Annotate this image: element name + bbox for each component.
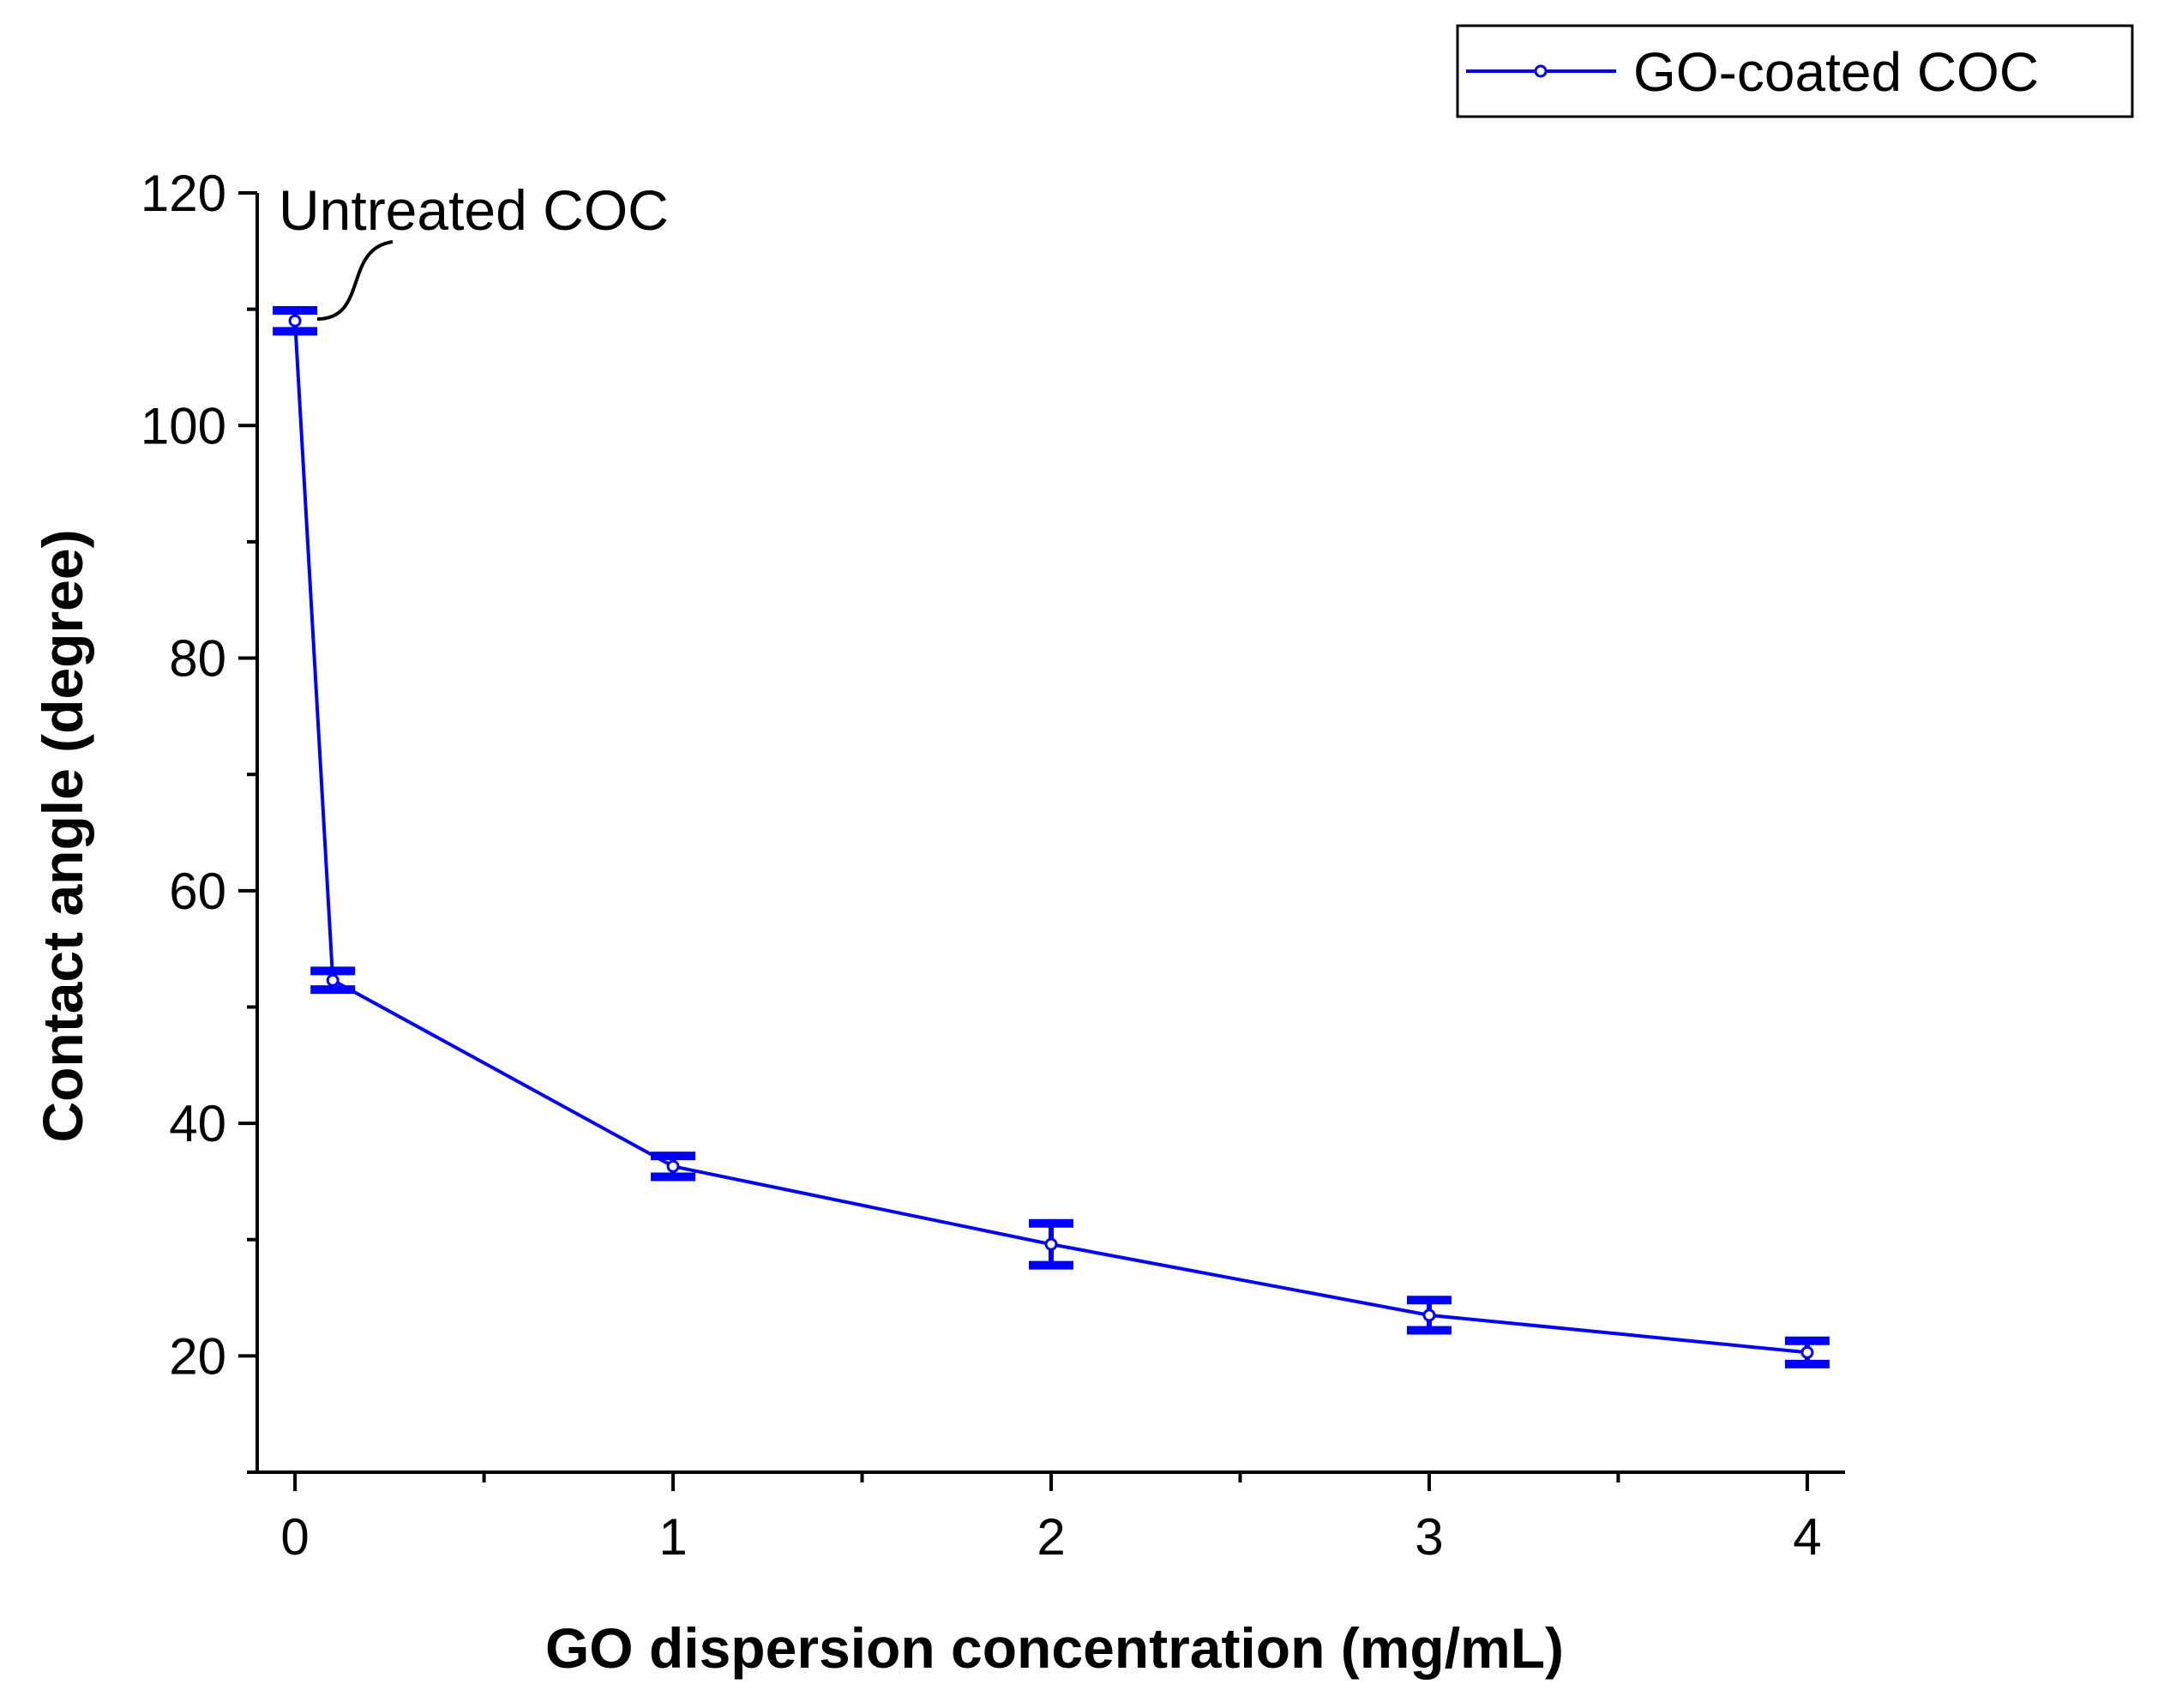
y-tick-label: 120 [141,165,226,222]
annotation-untreated-label: Untreated COC [279,178,669,242]
y-tick-label: 80 [169,630,226,688]
x-tick-label: 1 [658,1508,687,1566]
data-point [1044,1237,1058,1251]
y-tick-label: 20 [169,1327,226,1385]
legend-marker-sample [1534,64,1548,78]
y-tick-label: 100 [141,397,226,454]
y-axis-title: Contact angle (degree) [31,529,94,1142]
y-tick-label: 60 [169,863,226,920]
x-tick-label: 0 [280,1508,309,1566]
data-point [326,973,340,987]
y-tick-label: 40 [169,1095,226,1152]
annotation: Untreated COC [279,178,669,321]
x-axis-title: GO dispersion concentration (mg/mL) [545,1616,1564,1680]
data-point [666,1159,680,1173]
series-marks [273,305,1830,1368]
legend-box [1456,24,2134,118]
x-tick-label: 2 [1037,1508,1065,1566]
x-tick-label: 3 [1415,1508,1443,1566]
axes: 20 40 60 80 100 120 0 1 2 3 4 [141,165,1845,1566]
legend-label: GO-coated COC [1633,41,2039,103]
data-point [288,314,302,328]
series-line [293,321,1808,1355]
legend: GO-coated COC [1456,24,2134,118]
x-tick-label: 4 [1793,1508,1821,1566]
data-point [1800,1345,1814,1359]
annotation-callout-line [316,240,394,321]
data-point [1422,1308,1436,1322]
